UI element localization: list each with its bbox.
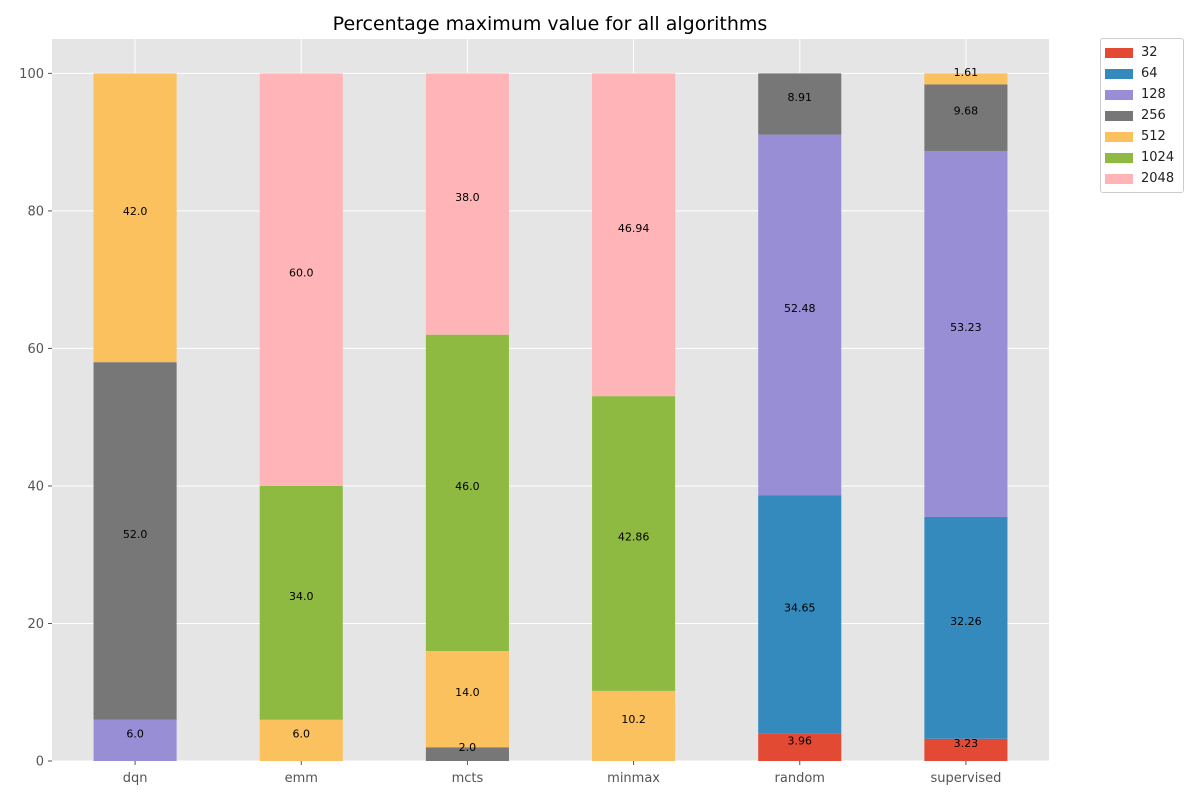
data-label: 53.23 — [950, 321, 982, 334]
legend-swatch — [1105, 110, 1133, 121]
legend-swatch — [1105, 152, 1133, 163]
data-label: 8.91 — [788, 91, 813, 104]
legend-item-64: 64 — [1101, 63, 1183, 84]
y-tick-label: 20 — [27, 617, 44, 632]
bar-emm-2048 — [259, 73, 343, 486]
y-tick-label: 0 — [36, 755, 44, 770]
bar-mcts-2048 — [425, 73, 509, 335]
legend-swatch — [1105, 68, 1133, 79]
bar-supervised-32 — [924, 738, 1008, 761]
bar-random-64 — [758, 495, 842, 734]
legend-label: 128 — [1141, 87, 1166, 102]
legend-label: 32 — [1141, 45, 1158, 60]
legend: 32 64 128 256 512 1024 2048 — [1100, 38, 1184, 193]
legend-item-256: 256 — [1101, 105, 1183, 126]
bar-mcts-512 — [425, 650, 509, 748]
bar-supervised-256 — [924, 84, 1008, 151]
bar-minmax-2048 — [592, 73, 676, 397]
data-label: 46.0 — [455, 480, 480, 493]
bar-random-128 — [758, 134, 842, 496]
data-label: 2.0 — [459, 741, 477, 754]
x-tick-label: supervised — [930, 771, 1001, 786]
legend-swatch — [1105, 131, 1133, 142]
data-label: 10.2 — [621, 713, 646, 726]
bars — [93, 73, 1008, 761]
y-tick-label: 100 — [19, 67, 44, 82]
data-label: 3.23 — [954, 737, 979, 750]
legend-label: 1024 — [1141, 150, 1175, 165]
legend-item-32: 32 — [1101, 42, 1183, 63]
data-label: 32.26 — [950, 615, 982, 628]
legend-swatch — [1105, 173, 1133, 184]
data-label: 9.68 — [954, 105, 979, 118]
bar-emm-1024 — [259, 485, 343, 720]
bar-dqn-128 — [93, 719, 177, 761]
bar-minmax-1024 — [592, 396, 676, 691]
data-label: 34.0 — [289, 590, 314, 603]
legend-item-2048: 2048 — [1101, 168, 1183, 189]
bar-supervised-64 — [924, 516, 1008, 739]
data-label: 42.0 — [123, 205, 148, 218]
legend-swatch — [1105, 47, 1133, 58]
bar-minmax-512 — [592, 690, 676, 761]
bar-random-32 — [758, 733, 842, 761]
bar-random-256 — [758, 73, 842, 135]
legend-item-128: 128 — [1101, 84, 1183, 105]
bar-dqn-512 — [93, 73, 177, 363]
x-tick-label: random — [775, 771, 825, 786]
bar-supervised-128 — [924, 150, 1008, 517]
bar-emm-512 — [259, 719, 343, 761]
data-label: 60.0 — [289, 267, 314, 280]
data-label: 52.48 — [784, 302, 816, 315]
data-label: 52.0 — [123, 528, 148, 541]
y-tick-label: 60 — [27, 342, 44, 357]
y-tick-label: 80 — [27, 204, 44, 219]
legend-label: 2048 — [1141, 171, 1175, 186]
data-label: 1.61 — [954, 66, 979, 79]
x-tick-label: minmax — [607, 771, 660, 786]
legend-label: 256 — [1141, 108, 1166, 123]
legend-item-512: 512 — [1101, 126, 1183, 147]
data-label: 34.65 — [784, 602, 816, 615]
data-label: 6.0 — [293, 727, 311, 740]
plot-background — [52, 39, 1049, 761]
bar-dqn-256 — [93, 362, 177, 720]
data-label: 46.94 — [618, 222, 650, 235]
y-tick-label: 40 — [27, 479, 44, 494]
bar-mcts-256 — [425, 747, 509, 761]
bar-supervised-512 — [924, 73, 1008, 85]
legend-label: 64 — [1141, 66, 1158, 81]
data-label: 14.0 — [455, 686, 480, 699]
axes: 0 20 40 60 80 100 dqn emm mcts minmax random superv… — [19, 67, 1001, 786]
data-label: 3.96 — [788, 734, 813, 747]
legend-swatch — [1105, 89, 1133, 100]
bar-mcts-1024 — [425, 334, 509, 651]
data-label: 38.0 — [455, 191, 480, 204]
x-tick-label: dqn — [123, 771, 148, 786]
data-label: 42.86 — [618, 531, 650, 544]
chart-title: Percentage maximum value for all algorit… — [333, 13, 768, 35]
data-labels: 6.0 52.0 42.0 6.0 34.0 60.0 2.0 14.0 46.0 38.0 10.… — [123, 66, 982, 754]
x-tick-label: emm — [285, 771, 318, 786]
data-label: 6.0 — [126, 727, 144, 740]
legend-item-1024: 1024 — [1101, 147, 1183, 168]
legend-label: 512 — [1141, 129, 1166, 144]
x-tick-label: mcts — [452, 771, 484, 786]
